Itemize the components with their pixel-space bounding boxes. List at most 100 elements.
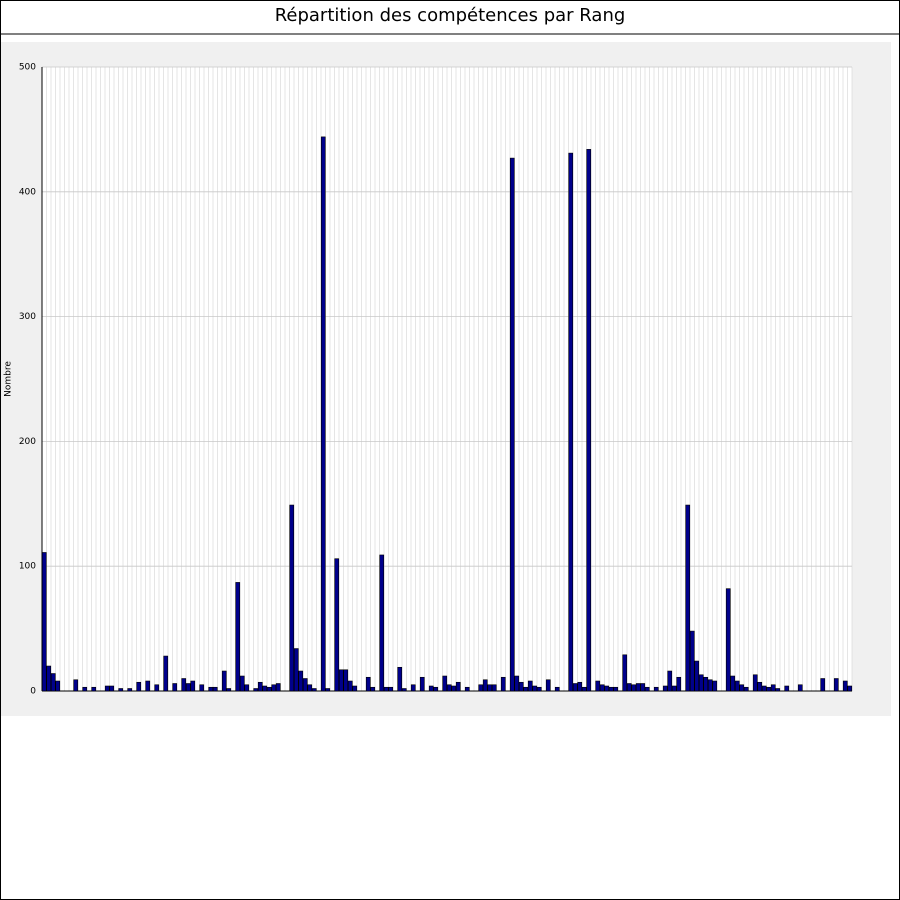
y-tick-label: 200 — [19, 437, 36, 447]
bar — [365, 676, 371, 692]
bar — [208, 686, 214, 692]
bar — [298, 670, 304, 692]
y-tick-label: 300 — [19, 312, 36, 322]
bar — [419, 676, 425, 692]
bar — [446, 684, 452, 692]
bar — [608, 686, 614, 692]
bar — [572, 683, 578, 692]
bar — [622, 654, 628, 692]
bar — [302, 678, 308, 692]
bar — [127, 688, 133, 692]
bar — [545, 679, 551, 692]
bar — [401, 688, 407, 692]
bar — [568, 152, 574, 692]
bar — [707, 679, 713, 692]
bar — [271, 684, 277, 692]
bar — [734, 680, 740, 692]
bar — [604, 685, 610, 692]
bar — [761, 685, 767, 692]
bar — [766, 686, 772, 692]
bar — [577, 681, 583, 692]
y-tick-label: 500 — [19, 63, 36, 73]
bar — [725, 588, 731, 692]
bar — [491, 684, 497, 692]
bar — [190, 680, 196, 692]
bar — [739, 684, 745, 692]
bar — [172, 683, 178, 692]
bar — [487, 684, 493, 692]
bar — [154, 684, 160, 692]
bar — [712, 680, 718, 692]
bar — [221, 670, 227, 692]
bar — [163, 655, 169, 692]
bar — [226, 688, 232, 692]
bar — [338, 669, 344, 692]
bar — [667, 670, 673, 692]
bar — [235, 582, 241, 692]
bar — [275, 683, 281, 692]
bar — [41, 552, 47, 692]
bar — [797, 684, 803, 692]
bar — [307, 684, 313, 692]
bar — [743, 686, 749, 692]
bar — [653, 686, 659, 692]
bar — [676, 676, 682, 692]
bar — [757, 681, 763, 692]
bar — [847, 685, 853, 692]
bar — [820, 678, 826, 692]
bar — [136, 681, 142, 692]
bar — [842, 680, 848, 692]
bar — [554, 686, 560, 692]
bar — [50, 673, 56, 692]
bar — [433, 686, 439, 692]
bar — [185, 683, 191, 692]
bar — [694, 660, 700, 692]
bar — [730, 675, 736, 692]
bar — [509, 157, 515, 692]
y-tick-label: 400 — [19, 187, 36, 197]
bar — [599, 684, 605, 692]
bar — [451, 685, 457, 692]
bar — [91, 686, 97, 692]
bar — [55, 680, 61, 692]
bar — [703, 676, 709, 692]
bar — [514, 675, 520, 692]
bar — [257, 681, 263, 692]
bar — [118, 688, 124, 692]
bar — [626, 683, 632, 692]
bar — [145, 680, 151, 692]
bar — [289, 504, 295, 692]
bar — [523, 686, 529, 692]
chart-title: Répartition des compétences par Rang — [275, 5, 626, 26]
bar — [397, 666, 403, 692]
bar — [518, 681, 524, 692]
bar — [266, 686, 272, 692]
bar — [181, 678, 187, 692]
bar — [379, 554, 385, 692]
bar — [73, 679, 79, 692]
y-tick-label: 100 — [19, 562, 36, 572]
bar — [464, 686, 470, 692]
bar — [752, 674, 758, 692]
bar — [383, 686, 389, 692]
bar — [410, 684, 416, 692]
bar — [253, 688, 259, 692]
bar — [685, 504, 691, 692]
bar — [689, 630, 695, 692]
bar — [388, 686, 394, 692]
bar — [586, 149, 592, 692]
bar — [482, 679, 488, 692]
bar — [671, 685, 677, 692]
bar — [347, 680, 353, 692]
bar — [784, 685, 790, 692]
bar — [536, 686, 542, 692]
bar — [320, 136, 326, 692]
bar — [581, 686, 587, 692]
bar — [325, 688, 331, 692]
bar — [352, 685, 358, 692]
y-axis-label: Nombre — [4, 361, 14, 397]
bar — [239, 675, 245, 692]
bar — [442, 675, 448, 692]
bar — [244, 684, 250, 692]
